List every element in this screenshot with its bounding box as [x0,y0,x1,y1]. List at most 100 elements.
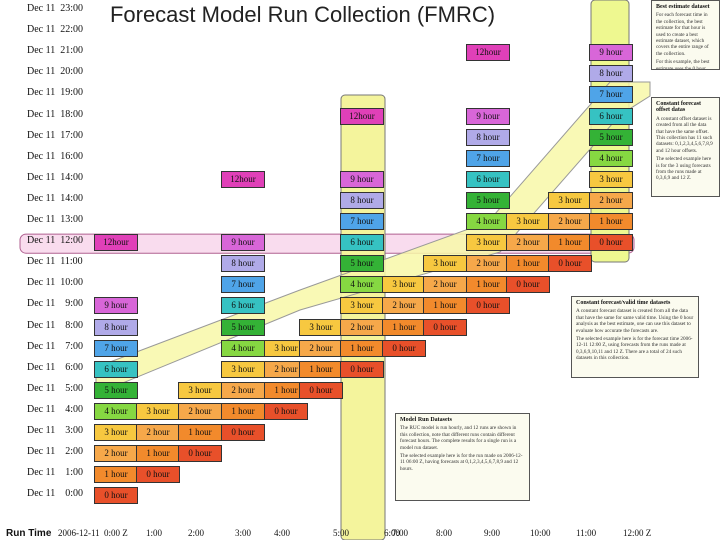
forecast-cell: 4 hour [94,402,138,420]
forecast-cell: 6 hour [94,360,138,378]
x-axis-title: Run Time [6,528,52,539]
forecast-cell: 8 hour [589,65,633,83]
forecast-cell: 3 hour [94,424,138,441]
x-tick-label: 2:00 [188,528,205,538]
forecast-cell: 1 hour [423,297,467,315]
forecast-cell: 9 hour [221,234,265,252]
forecast-cell: 0 hour [94,487,138,505]
x-tick-label-overlap: 7:00 [392,528,409,538]
forecast-cell: 12hour [466,44,510,62]
row-label: Dec 11 3:00 [27,425,84,436]
forecast-cell: 2 hour [506,234,550,252]
row-label: Dec 11 23:00 [27,3,84,14]
forecast-cell: 4 hour [340,276,384,294]
x-tick-label: 4:00 [274,528,291,538]
forecast-cell: 3 hour [136,402,180,420]
column-band [340,94,386,540]
row-label: Dec 11 11:00 [27,256,83,268]
note-heading: Best estimate dataset [656,4,710,10]
forecast-cell: 0 hour [136,466,180,484]
forecast-cell: 2 hour [589,191,633,209]
forecast-cell: 2 hour [136,424,180,441]
note-text: The selected example here is for the for… [576,336,693,362]
forecast-cell: 1 hour [136,445,180,463]
diagonal-band [95,81,651,395]
forecast-cell: 12hour [94,234,138,252]
note-text: A constant offset dataset is created fro… [656,115,713,154]
forecast-cell: 1 hour [178,424,222,441]
row-label: Dec 11 12:00 [27,235,84,247]
note-text: The selected example here is for the 3 u… [656,156,712,182]
row-label: Dec 11 20:00 [27,66,84,78]
forecast-cell: 12hour [221,170,265,188]
forecast-cell: 7 hour [589,86,633,104]
row-label: Dec 11 13:00 [27,214,84,225]
forecast-cell: 0 hour [423,318,467,336]
forecast-cell: 0 hour [506,276,550,294]
forecast-cell: 7 hour [94,339,138,357]
forecast-cell: 6 hour [589,107,633,125]
forecast-cell: 1 hour [589,213,633,230]
forecast-cell: 6 hour [466,170,510,188]
forecast-cell: 8 hour [466,128,510,146]
forecast-cell: 3 hour [382,276,426,294]
x-axis-date: 2006-12-11 [58,528,100,538]
note-constant-forecast: Constant forecast/valid time datasets A … [571,296,699,378]
x-tick-label: 10:00 [530,528,551,538]
x-tick-label: 9:00 [484,528,501,538]
forecast-cell: 1 hour [382,318,426,336]
row-label: Dec 11 2:00 [27,446,84,458]
forecast-cell: 4 hour [589,149,633,167]
forecast-cell: 2 hour [221,381,265,399]
forecast-cell: 0 hour [221,424,265,441]
forecast-cell: 0 hour [548,255,592,273]
forecast-cell: 2 hour [548,213,592,230]
forecast-cell: 7 hour [221,276,265,294]
forecast-cell: 2 hour [382,297,426,315]
x-tick-label: 8:00 [436,528,453,538]
forecast-cell: 0 hour [178,445,222,463]
forecast-cell: 5 hour [340,255,384,273]
forecast-cell: 3 hour [178,381,222,399]
forecast-cell: 4 hour [466,213,510,230]
forecast-cell: 0 hour [264,402,308,420]
note-heading: Constant forecast offset datas [656,101,702,114]
forecast-cell: 3 hour [589,170,633,188]
forecast-cell: 4 hour [221,339,265,357]
row-label: Dec 11 9:00 [27,298,84,310]
forecast-cell: 12hour [340,107,384,125]
forecast-cell: 2 hour [340,318,384,336]
forecast-cell: 7 hour [466,149,510,167]
note-best-estimate: Best estimate dataset For each forecast … [651,0,720,70]
forecast-cell: 2 hour [178,402,222,420]
row-label: Dec 11 19:00 [27,87,84,99]
note-model-run: Model Run Datasets The RUC model is run … [395,413,530,501]
row-label: Dec 11 17:00 [27,129,84,141]
row-label: Dec 11 14:00 [27,192,84,204]
x-tick-label: 5:00 [333,528,350,538]
forecast-cell: 3 hour [466,234,510,252]
x-tick-label: 0:00 Z [104,528,128,538]
forecast-cell: 9 hour [589,44,633,62]
row-label: Dec 11 22:00 [27,24,84,36]
x-tick-label: 6:00 [384,528,401,538]
forecast-cell: 2 hour [299,339,343,357]
forecast-cell: 5 hour [94,381,138,399]
forecast-cell: 5 hour [589,128,633,146]
note-text: The RUC model is run hourly, and 12 runs… [400,425,517,451]
forecast-cell: 1 hour [548,234,592,252]
forecast-cell: 6 hour [340,234,384,252]
forecast-cell: 3 hour [340,297,384,315]
forecast-cell: 8 hour [340,191,384,209]
page-title: Forecast Model Run Collection (FMRC) [109,2,496,27]
forecast-cell: 2 hour [423,276,467,294]
note-text: For this example, the best estimate uses… [656,59,710,70]
forecast-cell: 1 hour [299,360,343,378]
row-label: Dec 11 6:00 [27,361,84,373]
row-label: Dec 11 21:00 [27,45,84,57]
note-text: For each forecast time in the collection… [656,12,709,57]
row-label: Dec 11 8:00 [27,319,84,331]
row-label: Dec 11 1:00 [27,467,84,479]
forecast-cell: 7 hour [340,213,384,230]
